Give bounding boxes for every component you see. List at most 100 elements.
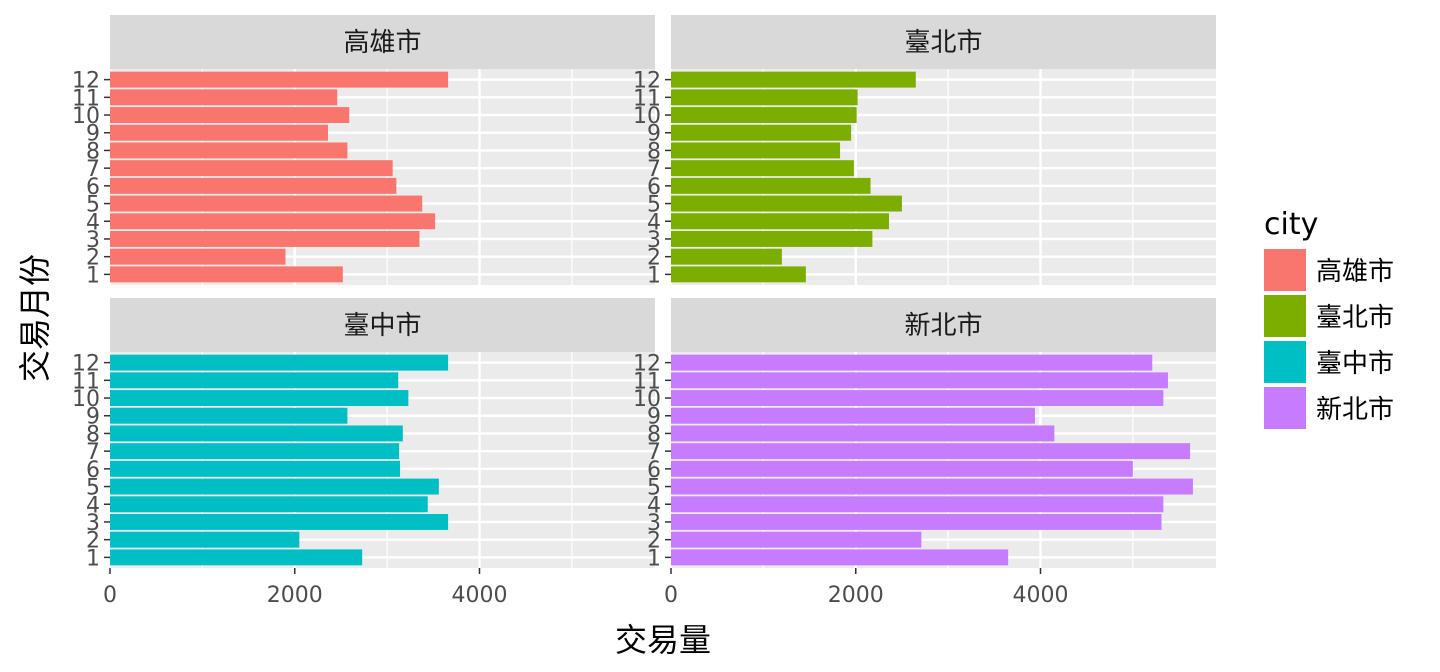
y-axis-title: 交易月份: [16, 254, 54, 382]
y-tick-label: 11: [633, 369, 661, 394]
bar: [671, 124, 852, 141]
bar: [671, 142, 841, 159]
facet-strip-label: 臺北市: [904, 28, 982, 58]
y-tick-label: 1: [86, 263, 100, 288]
bar: [671, 354, 1153, 371]
y-tick-label: 2: [86, 246, 100, 271]
y-tick-label: 8: [647, 139, 661, 164]
facet-strip-label: 臺中市: [343, 311, 421, 341]
bar: [671, 231, 873, 247]
x-axis-title: 交易量: [615, 621, 711, 659]
bar: [110, 496, 428, 513]
y-tick-label: 5: [647, 476, 661, 501]
y-tick-label: 3: [86, 511, 100, 536]
y-tick-label: 6: [86, 458, 100, 483]
y-tick-label: 2: [86, 529, 100, 554]
bar: [110, 425, 403, 442]
y-tick-label: 11: [72, 369, 100, 394]
facet-strip: [110, 15, 655, 69]
facet-strip-label: 新北市: [904, 311, 982, 341]
legend-key: [1264, 295, 1306, 337]
bar: [671, 443, 1191, 460]
legend-title: city: [1264, 207, 1318, 242]
bar: [671, 496, 1164, 513]
bar: [671, 71, 916, 88]
bar: [671, 266, 806, 283]
x-tick-label: 4000: [451, 583, 507, 608]
bar: [110, 460, 401, 477]
bar: [110, 531, 300, 548]
y-tick-label: 1: [86, 546, 100, 571]
bar: [671, 160, 854, 177]
bar: [110, 372, 399, 389]
y-tick-label: 12: [72, 352, 100, 377]
bar: [671, 177, 871, 194]
y-tick-label: 5: [86, 193, 100, 218]
bar: [110, 89, 338, 106]
legend-label: 高雄市: [1316, 257, 1394, 287]
bar: [110, 390, 409, 406]
y-tick-label: 7: [86, 157, 100, 182]
bar: [671, 89, 858, 106]
bar: [671, 425, 1055, 442]
y-tick-label: 2: [647, 529, 661, 554]
x-tick-label: 2000: [267, 583, 323, 608]
bar: [110, 478, 439, 495]
bar: [110, 266, 343, 283]
bar: [110, 248, 286, 265]
y-tick-label: 1: [647, 263, 661, 288]
legend-label: 臺中市: [1316, 349, 1394, 379]
bar: [671, 531, 922, 548]
bar: [110, 514, 449, 530]
y-tick-label: 8: [86, 139, 100, 164]
y-tick-label: 6: [647, 175, 661, 200]
y-tick-label: 6: [86, 175, 100, 200]
x-tick-label: 2000: [828, 583, 884, 608]
bar: [110, 231, 420, 247]
facet-strip: [110, 298, 655, 352]
bar: [110, 142, 348, 159]
y-tick-label: 9: [647, 122, 661, 147]
y-tick-label: 11: [633, 86, 661, 111]
bar: [671, 195, 902, 212]
facet-strip: [671, 298, 1216, 352]
y-tick-label: 1: [647, 546, 661, 571]
bar: [671, 549, 1009, 566]
y-tick-label: 7: [86, 440, 100, 465]
y-tick-label: 10: [72, 104, 100, 129]
bar: [110, 177, 397, 194]
y-tick-label: 4: [647, 210, 661, 235]
y-tick-label: 7: [647, 157, 661, 182]
bar: [110, 107, 350, 123]
y-tick-label: 3: [647, 228, 661, 253]
y-tick-label: 12: [633, 352, 661, 377]
facet-panels: 高雄市123456789101112臺北市123456789101112臺中市1…: [72, 15, 1216, 608]
y-tick-label: 12: [72, 69, 100, 94]
legend-key: [1264, 249, 1306, 291]
y-tick-label: 9: [86, 122, 100, 147]
legend-key: [1264, 341, 1306, 383]
y-tick-label: 10: [72, 387, 100, 412]
y-tick-label: 2: [647, 246, 661, 271]
bar: [110, 549, 363, 566]
y-tick-label: 4: [86, 493, 100, 518]
facet-strip-label: 高雄市: [343, 28, 421, 58]
y-tick-label: 7: [647, 440, 661, 465]
bar: [110, 443, 400, 460]
bar: [110, 213, 436, 230]
bar: [671, 213, 889, 230]
bar: [110, 354, 449, 371]
y-tick-label: 10: [633, 104, 661, 129]
legend-label: 新北市: [1316, 395, 1394, 425]
bar: [671, 372, 1168, 389]
bar: [671, 107, 857, 123]
legend-key: [1264, 387, 1306, 429]
bar: [671, 390, 1164, 406]
y-tick-label: 9: [647, 405, 661, 430]
bar: [671, 460, 1133, 477]
